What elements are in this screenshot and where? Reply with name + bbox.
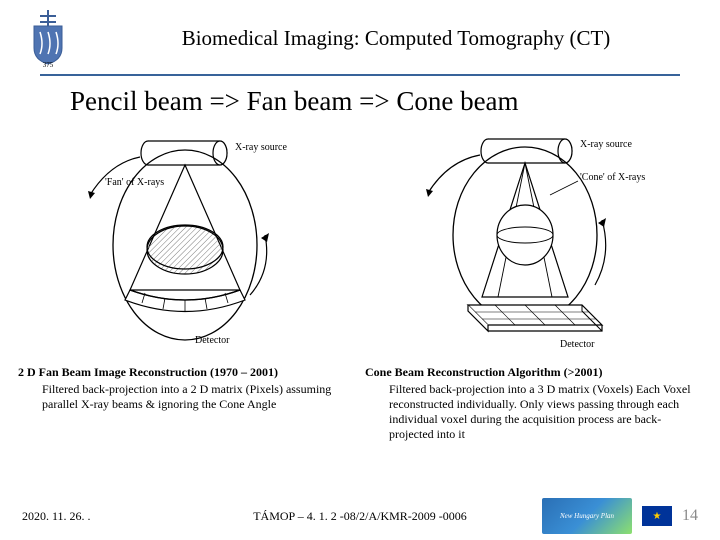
caption-right-body: Filtered back-projection into a 3 D matr… bbox=[365, 382, 702, 442]
nhp-logo-text: New Hungary Plan bbox=[560, 512, 614, 520]
nhp-logo-icon: New Hungary Plan bbox=[542, 498, 632, 534]
detector-label-fan: Detector bbox=[195, 335, 230, 346]
page-number: 14 bbox=[682, 507, 698, 525]
slide-footer: 2020. 11. 26. . TÁMOP – 4. 1. 2 -08/2/A/… bbox=[0, 498, 720, 534]
cone-beam-diagram: X-ray source 'Cone' of X-rays bbox=[390, 125, 670, 355]
xray-source-label-cone: X-ray source bbox=[580, 139, 632, 150]
xray-source-label: X-ray source bbox=[235, 142, 287, 153]
slide-subtitle: Pencil beam => Fan beam => Cone beam bbox=[0, 86, 720, 117]
caption-left-body: Filtered back-projection into a 2 D matr… bbox=[18, 382, 355, 412]
caption-right-title: Cone Beam Reconstruction Algorithm (>200… bbox=[365, 365, 702, 380]
fan-label: 'Fan' of X-rays bbox=[105, 177, 164, 188]
diagram-row: X-ray source 'Fan' of X-rays bbox=[0, 125, 720, 365]
cone-label: 'Cone' of X-rays bbox=[580, 172, 645, 183]
university-crest-icon: 375 bbox=[20, 8, 76, 68]
eu-flag-icon: ★ bbox=[642, 506, 672, 526]
footer-center: TÁMOP – 4. 1. 2 -08/2/A/KMR-2009 -0006 bbox=[253, 509, 467, 524]
slide-title: Biomedical Imaging: Computed Tomography … bbox=[92, 26, 700, 51]
footer-right: New Hungary Plan ★ 14 bbox=[542, 498, 698, 534]
footer-date: 2020. 11. 26. . bbox=[22, 509, 91, 524]
detector-label-cone: Detector bbox=[560, 339, 595, 350]
slide-header: 375 Biomedical Imaging: Computed Tomogra… bbox=[0, 0, 720, 72]
svg-text:375: 375 bbox=[43, 61, 54, 68]
header-rule bbox=[40, 74, 680, 76]
caption-row: 2 D Fan Beam Image Reconstruction (1970 … bbox=[0, 365, 720, 442]
fan-beam-diagram: X-ray source 'Fan' of X-rays bbox=[50, 125, 330, 355]
caption-left-title: 2 D Fan Beam Image Reconstruction (1970 … bbox=[18, 365, 355, 380]
caption-right: Cone Beam Reconstruction Algorithm (>200… bbox=[365, 365, 702, 442]
caption-left: 2 D Fan Beam Image Reconstruction (1970 … bbox=[18, 365, 355, 442]
